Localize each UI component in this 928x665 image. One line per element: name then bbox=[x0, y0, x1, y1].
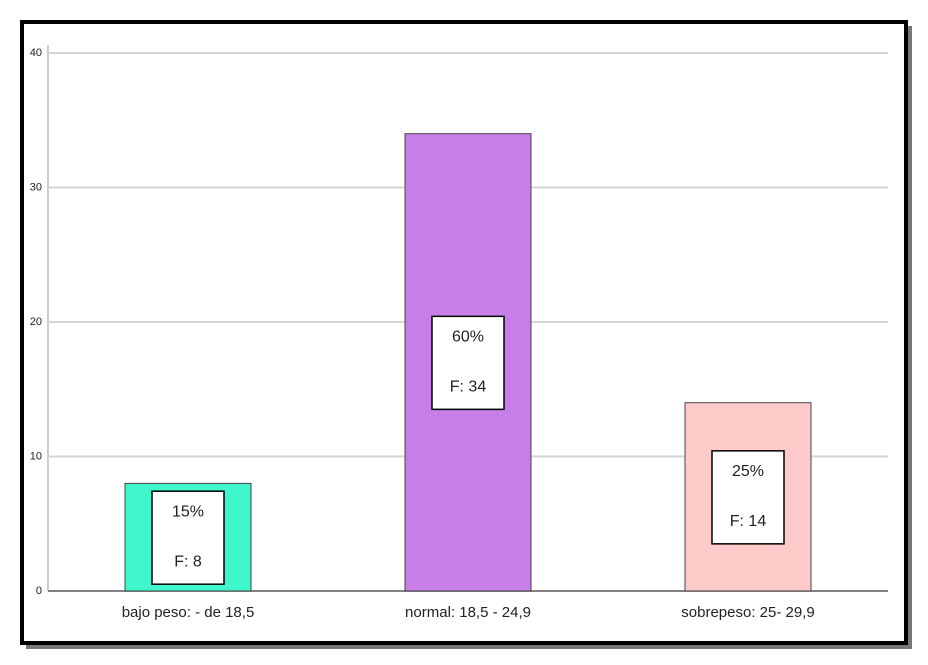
x-tick-label: bajo peso: - de 18,5 bbox=[122, 604, 255, 621]
percent-label: 15% bbox=[172, 503, 204, 520]
value-label: F: 34 bbox=[450, 379, 487, 396]
value-label: F: 8 bbox=[174, 553, 202, 570]
y-tick-label: 40 bbox=[30, 47, 42, 59]
x-tick-label: normal: 18,5 - 24,9 bbox=[405, 604, 531, 621]
label-box bbox=[431, 315, 505, 411]
percent-label: 60% bbox=[452, 329, 484, 346]
x-tick-label: sobrepeso: 25- 29,9 bbox=[681, 604, 814, 621]
y-tick-label: 0 bbox=[36, 585, 42, 597]
y-tick-label: 30 bbox=[30, 181, 42, 193]
y-tick-label: 20 bbox=[30, 316, 42, 328]
value-label: F: 14 bbox=[730, 513, 767, 530]
y-tick-label: 10 bbox=[30, 450, 42, 462]
label-box bbox=[711, 450, 785, 545]
label-box bbox=[151, 490, 225, 585]
percent-label: 25% bbox=[732, 463, 764, 480]
